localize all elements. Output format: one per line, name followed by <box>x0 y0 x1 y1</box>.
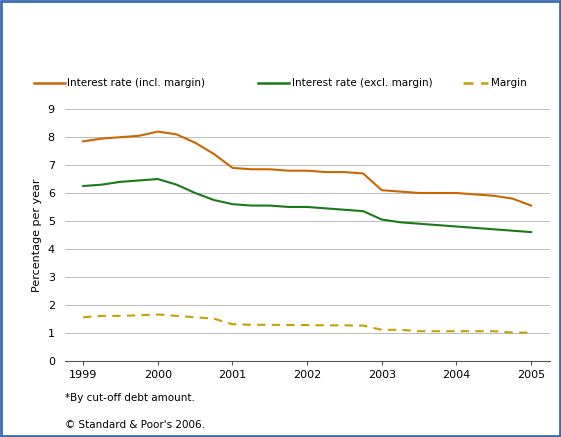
Text: Interest rate (excl. margin): Interest rate (excl. margin) <box>292 79 433 88</box>
Text: Interest rate (incl. margin): Interest rate (incl. margin) <box>67 79 205 88</box>
Text: Margin: Margin <box>491 79 527 88</box>
Y-axis label: Percentage per year: Percentage per year <box>32 178 42 291</box>
Text: Margin*: Margin* <box>7 36 60 49</box>
Text: Chart 1: Weighted-Average Interest Rate, Interest Rate Before Margin, and Loan: Chart 1: Weighted-Average Interest Rate,… <box>7 19 545 32</box>
Text: © Standard & Poor's 2006.: © Standard & Poor's 2006. <box>65 420 205 430</box>
Text: *By cut-off debt amount.: *By cut-off debt amount. <box>65 393 195 403</box>
